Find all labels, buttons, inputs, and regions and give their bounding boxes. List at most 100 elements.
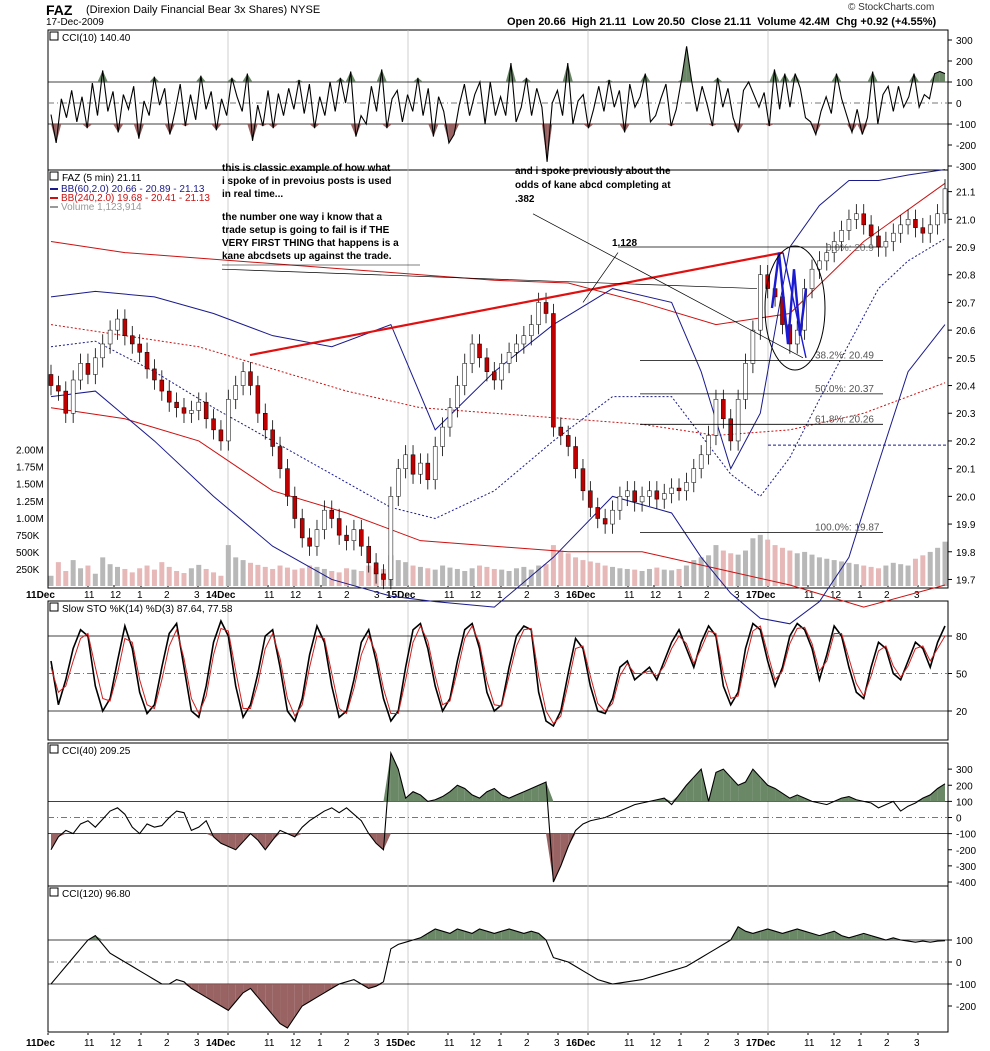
volume-bar <box>624 568 630 586</box>
candle-body <box>85 363 91 375</box>
open-value: 20.66 <box>538 16 566 28</box>
oversold-fill <box>250 984 258 998</box>
x-axis-top-label: 1 <box>137 590 143 601</box>
panel-title-cci10: CCI(10) 140.40 <box>62 33 131 44</box>
volume-bar <box>55 562 61 586</box>
volume-bar <box>447 567 453 586</box>
overbought-fill <box>841 796 849 802</box>
candle-body <box>78 363 83 381</box>
overbought-fill <box>795 73 801 82</box>
panel-frame-4 <box>47 885 949 1033</box>
volume-bar <box>691 560 697 586</box>
volume-bar <box>395 560 401 586</box>
volume-bar <box>85 565 91 586</box>
overbought-fill <box>760 929 768 940</box>
overbought-fill <box>501 929 510 940</box>
candle-body <box>56 385 61 392</box>
volume-bar <box>403 562 409 586</box>
y-tick-label: 0 <box>956 958 962 969</box>
overbought-fill <box>335 77 341 82</box>
overbought-fill <box>745 769 753 802</box>
candle-body <box>166 390 172 403</box>
bb60-upper <box>50 168 946 470</box>
volume-bar <box>683 565 689 586</box>
candle-body <box>329 509 335 519</box>
oversold-fill <box>546 833 554 882</box>
legend-entry: Volume 1,123,914 <box>61 202 142 213</box>
volume-bar <box>550 545 556 586</box>
candle-body <box>299 518 305 539</box>
volume-bar <box>883 565 889 586</box>
volume-bar <box>181 573 187 586</box>
volume-bar <box>779 547 785 586</box>
x-axis-bottom-label: 3 <box>374 1038 380 1049</box>
volume-bar <box>321 568 327 586</box>
candle-body <box>189 410 194 414</box>
x-axis-top-label: 2 <box>884 590 890 601</box>
candle-body <box>366 545 371 564</box>
oversold-fill <box>58 833 66 837</box>
candle-body <box>935 213 940 226</box>
volume-bar <box>174 571 180 586</box>
y-tick-label: 300 <box>956 765 973 776</box>
y-tick-label: 100 <box>956 936 973 947</box>
overbought-fill <box>676 79 682 82</box>
volume-bar <box>484 566 490 586</box>
candle-body <box>639 496 645 503</box>
volume-bar <box>137 568 143 586</box>
annotation-line: this is classic example of how what <box>222 163 391 174</box>
y-tick-label: 80 <box>956 632 968 643</box>
oversold-fill <box>764 124 770 127</box>
oversold-fill <box>309 984 317 1002</box>
bb60-lower <box>50 324 946 625</box>
overbought-fill <box>922 794 931 802</box>
volume-bar <box>417 566 423 586</box>
volume-bar <box>292 569 298 586</box>
volume-bar <box>166 566 172 586</box>
candle-body <box>588 490 593 508</box>
overbought-fill <box>457 929 465 940</box>
x-axis-bottom-label: 11 <box>804 1038 815 1049</box>
candle-body <box>93 357 98 375</box>
overbought-fill <box>782 793 790 802</box>
oversold-fill <box>191 984 199 993</box>
annotation-line: kane abcdsets up against the trade. <box>222 251 392 262</box>
overbought-fill <box>521 77 527 82</box>
candle-body <box>876 235 881 248</box>
volume-bar <box>188 568 194 586</box>
x-axis-top-label: 12 <box>830 590 842 601</box>
overbought-fill <box>939 71 945 82</box>
overbought-fill <box>738 926 746 940</box>
chart-date: 17-Dec-2009 <box>46 17 104 28</box>
candle-body <box>942 188 948 215</box>
overbought-fill <box>937 783 945 802</box>
overbought-fill <box>226 77 232 82</box>
bb240-lower <box>50 407 946 608</box>
overbought-fill <box>538 782 547 802</box>
x-axis-bottom-label: 1 <box>317 1038 323 1049</box>
oversold-fill <box>769 124 775 127</box>
x-axis-bottom-label: 12 <box>290 1038 302 1049</box>
volume-bar <box>48 575 54 586</box>
annotation2-line: odds of kane abcd completing at <box>515 180 671 191</box>
oversold-fill <box>262 124 269 127</box>
volume-bar <box>521 566 527 586</box>
cci10-line <box>50 46 946 162</box>
candle-body <box>484 357 490 372</box>
candle-body <box>868 224 874 237</box>
volume-tick-label: 750K <box>16 531 40 542</box>
candle-body <box>381 573 386 580</box>
candle-body <box>492 371 497 381</box>
y-tick-label: -300 <box>956 862 976 873</box>
x-axis-bottom-label: 11 <box>264 1038 275 1049</box>
y-tick-label: 200 <box>956 781 973 792</box>
candle-body <box>632 490 637 503</box>
candle-body <box>144 352 150 370</box>
level-1128-label: 1.128 <box>612 238 637 249</box>
volume-bar <box>344 568 350 586</box>
y-tick-label: -300 <box>956 162 976 173</box>
x-axis-bottom-label: 2 <box>164 1038 170 1049</box>
candle-body <box>418 462 423 475</box>
overbought-fill <box>930 788 938 802</box>
candle-body <box>521 335 527 345</box>
